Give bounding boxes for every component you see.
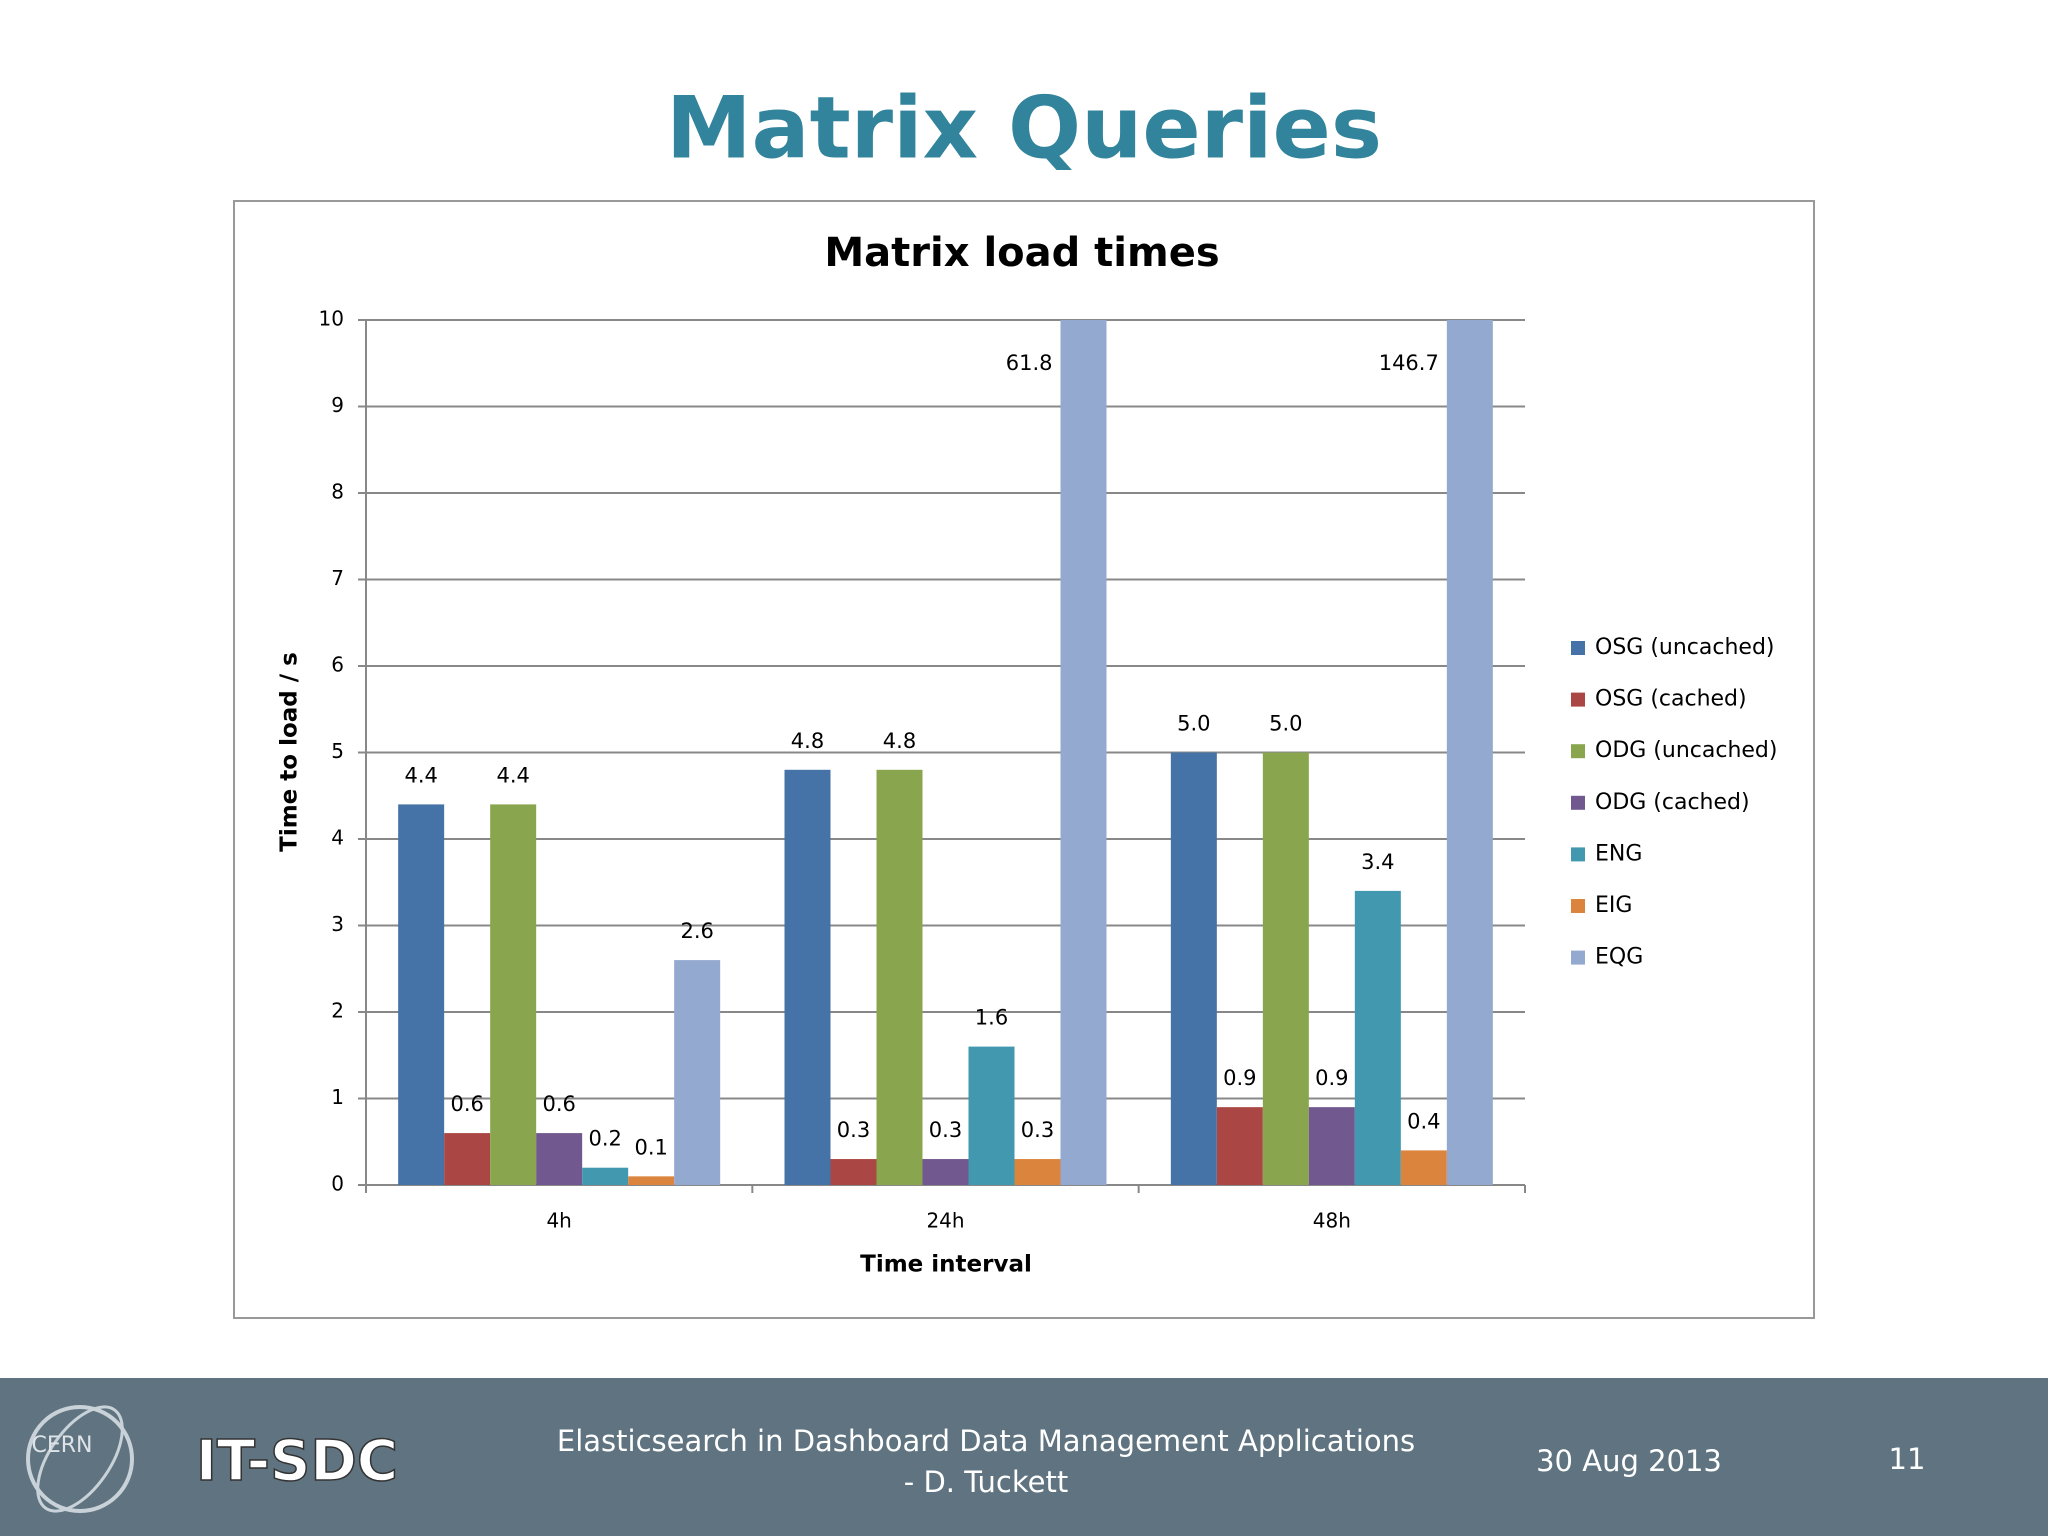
y-tick-label: 8 [331, 480, 344, 504]
value-label: 3.4 [1361, 850, 1394, 874]
bar [1170, 752, 1217, 1185]
y-tick-label: 4 [331, 826, 344, 850]
y-tick-label: 2 [331, 999, 344, 1023]
value-label: 0.1 [634, 1135, 667, 1159]
x-axis-title: Time interval [860, 1252, 1032, 1278]
logo-orbit [36, 1405, 124, 1513]
legend-label: OSG (cached) [1595, 687, 1747, 712]
legend-swatch [1571, 641, 1585, 655]
y-tick-label: 5 [331, 739, 344, 763]
footer-page: 11 [1889, 1442, 1926, 1476]
bar [444, 1133, 491, 1185]
footer-title: Elasticsearch in Dashboard Data Manageme… [557, 1424, 1415, 1458]
value-label: 4.8 [791, 729, 824, 753]
value-label: 0.3 [837, 1118, 870, 1142]
x-tick-label: 4h [546, 1209, 571, 1233]
bar [1446, 320, 1493, 1185]
legend-swatch [1571, 692, 1585, 707]
y-tick-label: 1 [331, 1085, 344, 1109]
value-label: 4.4 [496, 763, 529, 787]
legend-label: EIG [1595, 893, 1632, 918]
legend-swatch [1571, 899, 1585, 913]
y-tick-label: 6 [331, 653, 344, 677]
y-tick-label: 0 [331, 1172, 344, 1196]
value-label: 0.6 [542, 1092, 575, 1116]
value-label: 2.6 [680, 919, 713, 943]
legend-label: EQG [1595, 945, 1643, 970]
value-label: 0.3 [1021, 1118, 1054, 1142]
bar [922, 1159, 969, 1185]
bar [1308, 1107, 1355, 1185]
bar [582, 1167, 629, 1185]
value-label: 0.9 [1223, 1066, 1256, 1090]
value-label: 0.3 [929, 1118, 962, 1142]
legend-swatch [1571, 795, 1585, 810]
value-label: 5.0 [1177, 712, 1210, 736]
y-axis-title: Time to load / s [277, 652, 303, 852]
bar [1262, 752, 1309, 1185]
chart-title: Matrix load times [824, 230, 1219, 276]
footer-brand: IT-SDC [196, 1429, 398, 1494]
value-label: 4.4 [404, 763, 437, 787]
bar [1216, 1107, 1263, 1185]
x-tick-label: 48h [1313, 1209, 1351, 1233]
value-label: 146.7 [1379, 351, 1439, 375]
legend-label: ENG [1595, 841, 1642, 866]
y-tick-label: 7 [331, 566, 344, 590]
value-label: 0.4 [1407, 1109, 1440, 1133]
y-tick-label: 3 [331, 912, 344, 936]
footer-author: - D. Tuckett [904, 1465, 1068, 1499]
legend-label: ODG (cached) [1595, 790, 1750, 815]
x-tick-label: 24h [926, 1209, 964, 1233]
bars [398, 320, 1493, 1185]
bar [830, 1159, 877, 1185]
slide-title: Matrix Queries [666, 78, 1382, 178]
bar [784, 769, 831, 1185]
value-label: 0.2 [588, 1127, 621, 1151]
value-label: 61.8 [1006, 351, 1053, 375]
y-tick-label: 9 [331, 393, 344, 417]
value-label: 0.9 [1315, 1066, 1348, 1090]
bar [398, 804, 445, 1185]
value-label: 0.6 [450, 1092, 483, 1116]
bar [536, 1133, 583, 1185]
bar [968, 1046, 1015, 1185]
value-label: 5.0 [1269, 712, 1302, 736]
logo-ring [26, 1405, 134, 1513]
plot: 0 1 2 3 4 5 6 7 8 9 10 4h 24h 48h 4.4 4.8 5.0 OSG (uncach… [319, 307, 1778, 1233]
y-tick-label: 10 [319, 307, 344, 331]
legend-swatch [1571, 744, 1585, 759]
bar [876, 769, 923, 1185]
legend-swatch [1571, 847, 1585, 862]
value-label: 4.8 [883, 729, 916, 753]
bar [1014, 1159, 1061, 1185]
bar [490, 804, 537, 1185]
footer-date: 30 Aug 2013 [1536, 1444, 1722, 1478]
bar [1060, 320, 1107, 1185]
bar [674, 960, 721, 1185]
bar [1354, 890, 1401, 1185]
bar [628, 1176, 675, 1185]
logo-text: CERN [31, 1433, 92, 1458]
legend-label: OSG (uncached) [1595, 635, 1775, 660]
bar [1400, 1150, 1447, 1185]
legend-swatch [1571, 950, 1585, 965]
legend-label: ODG (uncached) [1595, 738, 1777, 763]
footer-band [0, 1378, 2048, 1536]
value-label: 1.6 [975, 1006, 1008, 1030]
